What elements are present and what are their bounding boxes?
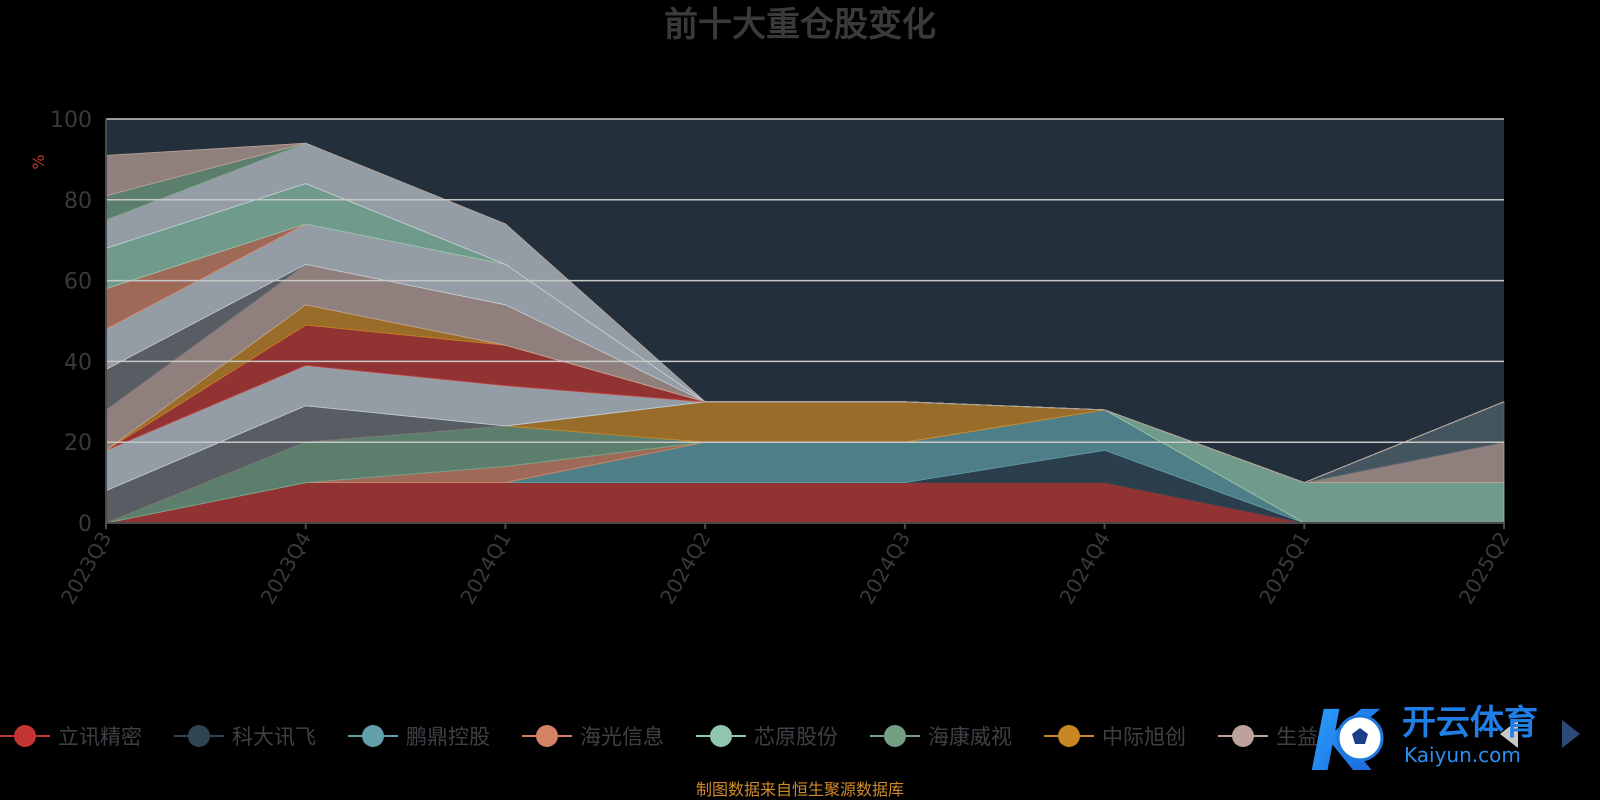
legend-label: 海康威视	[928, 725, 1012, 749]
legend-item[interactable]: 海光信息	[522, 718, 664, 754]
y-axis-label: %	[29, 154, 48, 169]
legend-item[interactable]: 中际旭创	[1044, 718, 1186, 754]
legend-marker-icon	[348, 718, 398, 754]
y-tick-label: 40	[64, 350, 92, 375]
legend-marker-icon	[1218, 718, 1268, 754]
legend-label: 科大讯飞	[232, 725, 316, 749]
legend-label: 立讯精密	[58, 725, 142, 749]
legend-item[interactable]: 芯原股份	[696, 718, 838, 754]
watermark-logo: K 开云体育 Kaiyun.com	[1310, 700, 1538, 790]
legend-item[interactable]: 鹏鼎控股	[348, 718, 490, 754]
legend-item[interactable]: 科大讯飞	[174, 718, 316, 754]
legend-item[interactable]: 海康威视	[870, 718, 1012, 754]
x-tick-label: 2024Q4	[1054, 528, 1114, 609]
legend-marker-icon	[522, 718, 572, 754]
x-tick-label: 2024Q1	[455, 528, 515, 609]
legend-marker-icon	[0, 718, 50, 754]
legend-item[interactable]: 立讯精密	[0, 718, 142, 754]
chart-title: 前十大重仓股变化	[664, 5, 936, 45]
y-tick-label: 60	[64, 270, 92, 295]
source-note: 制图数据来自恒生聚源数据库	[695, 780, 904, 799]
y-tick-label: 20	[64, 431, 92, 456]
x-tick-label: 2023Q4	[256, 528, 316, 609]
y-tick-label: 0	[78, 512, 92, 537]
legend-prev-page-icon[interactable]	[1500, 720, 1518, 748]
legend-marker-icon	[696, 718, 746, 754]
legend-marker-icon	[1044, 718, 1094, 754]
x-tick-label: 2024Q3	[855, 528, 915, 609]
y-tick-label: 80	[64, 189, 92, 214]
x-tick-label: 2024Q2	[655, 528, 715, 609]
watermark-subtext: Kaiyun.com	[1404, 743, 1521, 767]
watermark-text: 开云体育	[1402, 703, 1538, 743]
chart-legend: 立讯精密 科大讯飞 鹏鼎控股 海光信息 芯原股份 海康威视 中际旭创 生益科技	[0, 718, 1600, 754]
legend-label: 芯原股份	[754, 725, 838, 749]
legend-next-page-icon[interactable]	[1562, 720, 1580, 748]
legend-label: 鹏鼎控股	[406, 725, 490, 749]
x-tick-label: 2025Q2	[1454, 528, 1514, 609]
x-tick-label: 2025Q1	[1254, 528, 1314, 609]
y-tick-label: 100	[50, 108, 92, 133]
legend-marker-icon	[174, 718, 224, 754]
legend-label: 海光信息	[580, 725, 664, 749]
legend-label: 中际旭创	[1102, 725, 1186, 749]
x-tick-label: 2023Q3	[56, 528, 116, 609]
legend-marker-icon	[870, 718, 920, 754]
